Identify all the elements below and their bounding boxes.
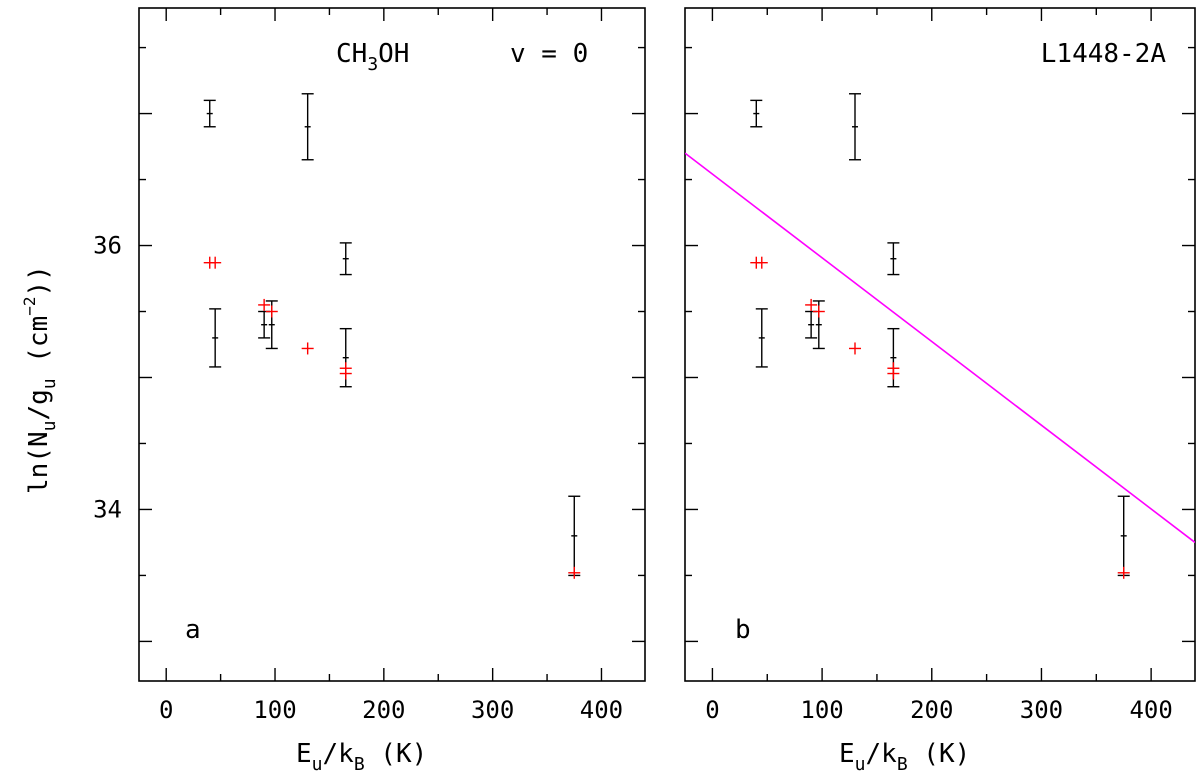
panel-a-model-point: [568, 566, 581, 579]
panel-a-observed-point: [339, 242, 352, 276]
panel-b-fit-line: [685, 152, 1195, 544]
panel-b-observed-point: [750, 99, 763, 128]
panel-a-x-tick-label: 400: [580, 696, 623, 724]
panel-b-x-tick-label: 0: [705, 696, 719, 724]
panel-b: 0 100 200 300 400 L1448-2A b Eu/kB (K): [684, 7, 1196, 775]
panel-a-observed-point: [568, 495, 581, 577]
panel-a-model-point: [209, 256, 222, 269]
panel-a-title-state: v = 0: [510, 39, 588, 69]
panel-b-letter: b: [735, 615, 751, 645]
panel-b-model-point: [887, 367, 900, 380]
panel-b-ticks: 0 100 200 300 400: [685, 8, 1195, 724]
panel-a-frame: [138, 7, 646, 682]
panel-b-x-tick-label: 400: [1129, 696, 1172, 724]
panel-a-y-tick-label: 34: [93, 495, 122, 523]
panel-a-x-tick-label: 100: [253, 696, 296, 724]
panel-a-title-molecule: CH3OH: [336, 39, 409, 75]
panel-b-plot-area: [685, 93, 1195, 579]
panel-b-model-point: [1117, 566, 1130, 579]
panel-b-model-point: [849, 342, 861, 355]
panel-b-observed-point: [755, 308, 768, 368]
panel-b-model-point: [805, 298, 818, 311]
panel-a-plot-area: [203, 93, 581, 579]
panel-a: 0 100 200 300 400 34 36 CH3OH v = 0 a Eu/kB (K…: [20, 7, 646, 775]
panel-b-model-point: [755, 256, 768, 269]
panel-b-x-axis-label: Eu/kB (K): [839, 739, 970, 775]
panel-b-title-source: L1448-2A: [1041, 39, 1167, 69]
panel-b-x-tick-label: 200: [910, 696, 953, 724]
panel-b-frame: [684, 7, 1196, 682]
panel-a-y-axis-label: ln(Nu/gu (cm−2)): [20, 265, 60, 494]
panel-a-x-tick-label: 300: [471, 696, 514, 724]
panel-b-x-tick-label: 300: [1020, 696, 1063, 724]
panel-b-observed-point: [887, 242, 900, 276]
panel-a-observed-point: [203, 99, 216, 128]
panel-a-letter: a: [185, 615, 201, 645]
panel-a-ticks: 0 100 200 300 400 34 36: [93, 8, 645, 724]
panel-a-observed-point: [209, 308, 222, 368]
panel-a-x-tick-label: 200: [362, 696, 405, 724]
panel-b-x-tick-label: 100: [800, 696, 843, 724]
panel-b-observed-point: [849, 93, 861, 161]
panel-b-observed-point: [1117, 495, 1130, 577]
panel-a-model-point: [265, 305, 278, 318]
panel-a-x-axis-label: Eu/kB (K): [296, 739, 427, 775]
panel-b-model-point: [812, 305, 825, 318]
panel-a-model-point: [339, 367, 352, 380]
panel-b-observed-point: [805, 310, 818, 339]
panel-a-model-point: [301, 342, 314, 355]
panel-a-observed-point: [258, 310, 271, 339]
panel-a-x-tick-label: 0: [159, 696, 173, 724]
panel-a-model-point: [258, 298, 271, 311]
panel-a-observed-point: [301, 93, 314, 161]
panel-a-y-tick-label: 36: [93, 232, 122, 260]
